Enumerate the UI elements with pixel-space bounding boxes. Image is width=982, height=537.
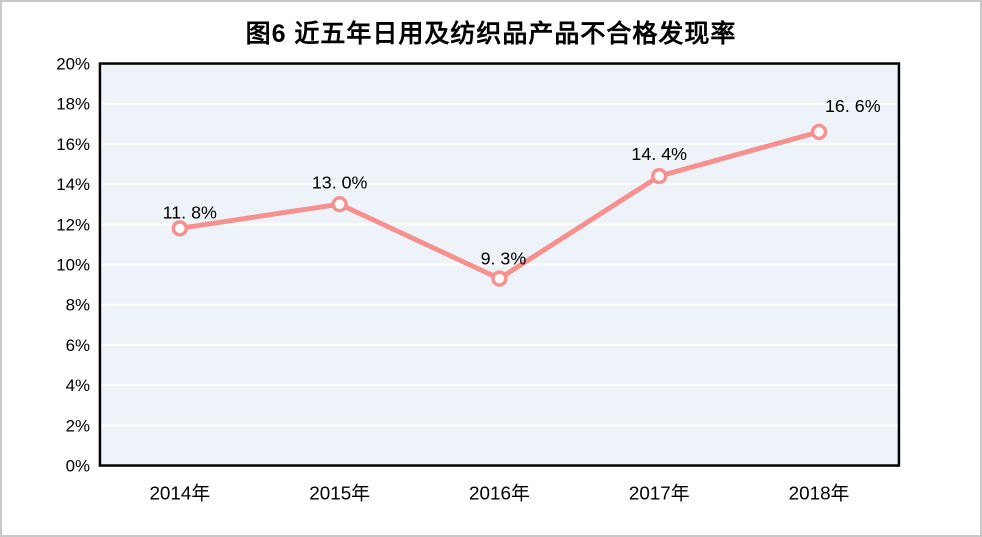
x-tick-label: 2018年 (789, 482, 850, 503)
x-tick-label: 2017年 (629, 482, 690, 503)
y-tick-label: 18% (56, 95, 90, 114)
data-label: 9. 3% (481, 249, 527, 269)
data-point-marker (491, 270, 508, 287)
y-tick-label: 16% (56, 135, 90, 154)
data-label: 16. 6% (825, 96, 881, 116)
y-tick-label: 14% (56, 175, 90, 194)
y-tick-label: 8% (66, 296, 90, 315)
data-label: 11. 8% (163, 202, 217, 222)
x-tick-label: 2014年 (149, 482, 210, 503)
y-tick-label: 0% (66, 456, 90, 475)
y-tick-label: 6% (66, 336, 90, 355)
data-point-marker (331, 196, 348, 213)
chart-title: 图6 近五年日用及纺织品产品不合格发现率 (245, 20, 737, 48)
x-tick-label: 2015年 (309, 482, 370, 503)
y-tick-label: 10% (56, 255, 90, 274)
data-point-marker (651, 167, 668, 185)
data-point-marker (171, 220, 189, 237)
data-label: 13. 0% (312, 172, 368, 192)
data-point-marker (810, 123, 828, 141)
data-label: 14. 4% (631, 144, 687, 164)
y-tick-label: 2% (66, 416, 90, 435)
plot-border (98, 62, 901, 467)
x-tick-label: 2016年 (469, 482, 530, 503)
y-tick-label: 20% (56, 54, 90, 73)
y-tick-label: 12% (56, 215, 90, 234)
y-tick-label: 4% (66, 376, 90, 395)
